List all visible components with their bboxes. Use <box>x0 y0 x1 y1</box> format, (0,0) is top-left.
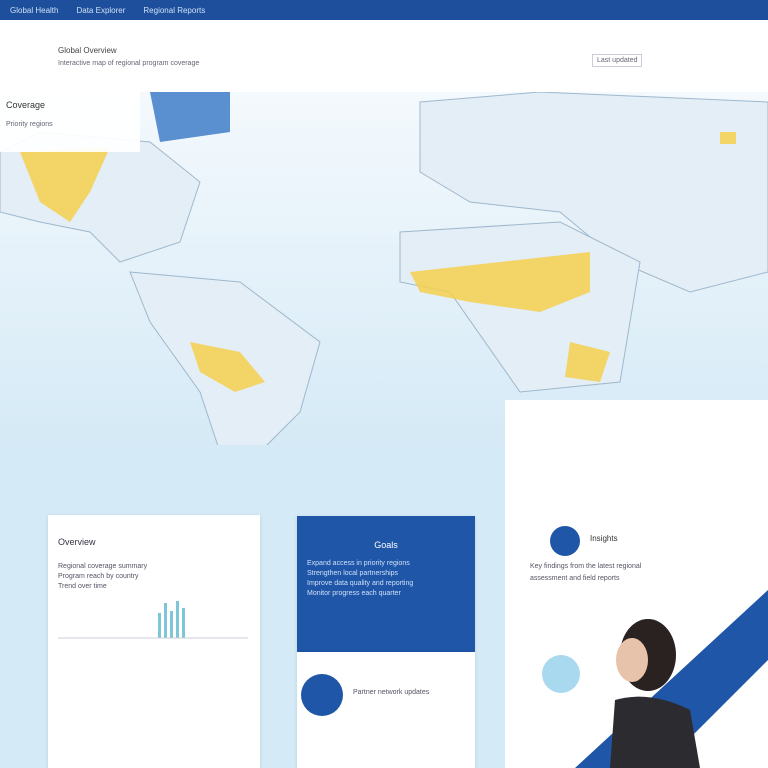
map-legend: Priority regions <box>6 121 53 128</box>
header-title: Global Overview <box>58 46 117 55</box>
icon <box>301 674 343 716</box>
card-line: Regional coverage summary <box>58 563 148 570</box>
nav-item[interactable]: Global Health <box>10 5 59 15</box>
header-note: Last updated <box>592 54 643 67</box>
map: Coverage Priority regions <box>0 92 768 512</box>
card-title: Goals <box>374 540 398 550</box>
overview-card: Overview Regional coverage summary Progr… <box>48 515 260 768</box>
pie-icon <box>542 655 580 693</box>
card-line: Strengthen local partnerships <box>307 570 399 577</box>
map-label: Coverage <box>6 100 45 110</box>
icon <box>550 526 580 556</box>
header: Global Overview Interactive map of regio… <box>0 20 768 92</box>
nav-item[interactable]: Regional Reports <box>143 5 206 15</box>
card-line: Improve data quality and reporting <box>307 580 414 587</box>
insights-panel: Insights Key findings from the latest re… <box>505 400 768 768</box>
card-title: Overview <box>58 537 96 547</box>
card-title: Insights <box>590 534 618 543</box>
nav-bar: Global Health Data Explorer Regional Rep… <box>0 0 768 20</box>
nav-item[interactable]: Data Explorer <box>76 5 126 15</box>
goals-card: Goals Expand access in priority regions … <box>297 516 475 652</box>
card-line: Key findings from the latest regional <box>530 563 642 570</box>
card-line: Trend over time <box>58 583 107 590</box>
partner-card: Partner network updates <box>297 652 475 768</box>
card-line: Monitor progress each quarter <box>307 590 401 597</box>
card-footer: Partner network updates <box>353 689 430 696</box>
card-line: Program reach by country <box>58 573 139 580</box>
header-subtitle: Interactive map of regional program cove… <box>58 60 200 67</box>
card-line: Expand access in priority regions <box>307 560 410 567</box>
card-line: assessment and field reports <box>530 575 620 582</box>
sparkline <box>58 601 248 639</box>
